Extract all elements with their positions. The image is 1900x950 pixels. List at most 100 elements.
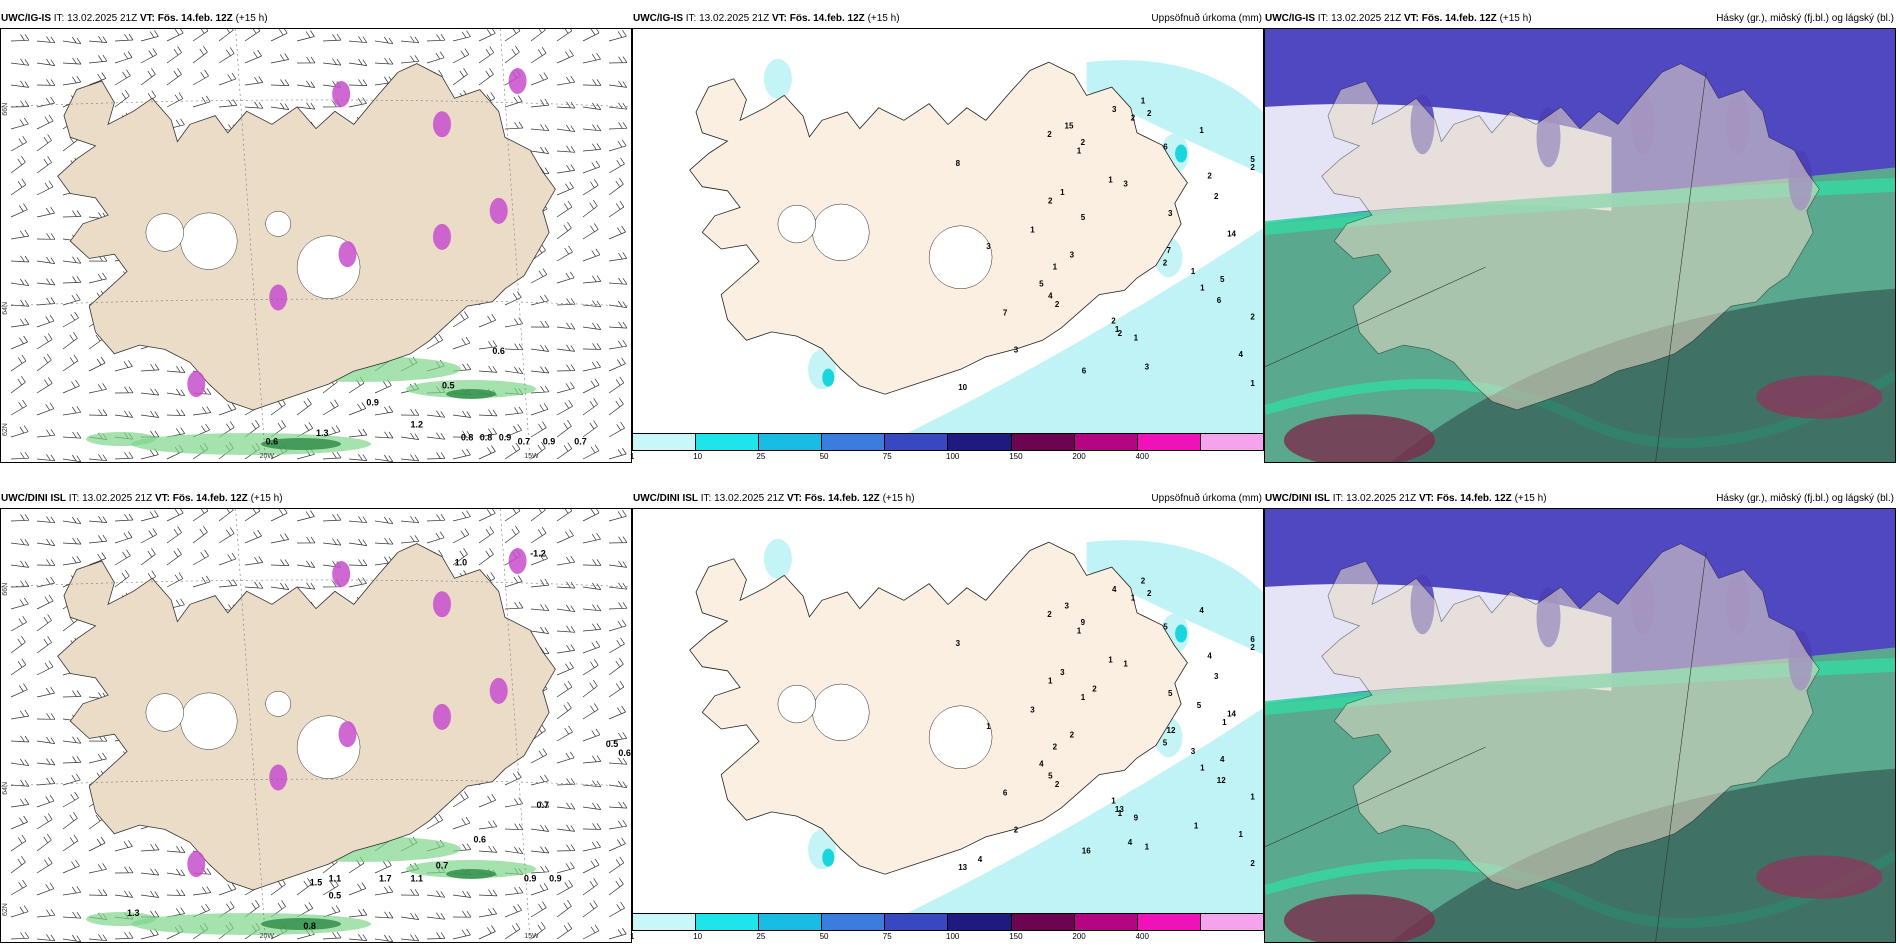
- wind-barb: [36, 454, 56, 462]
- wind-barb: [166, 509, 184, 522]
- wind-barb: [530, 385, 550, 394]
- wind-barb: [426, 514, 446, 522]
- wind-barb: [36, 794, 55, 808]
- low-cloud: [1391, 768, 1895, 942]
- wind-barb: [582, 659, 599, 676]
- wind-barb: [426, 34, 446, 42]
- wind-barb: [530, 268, 548, 284]
- wind-barb: [10, 399, 27, 416]
- wind-barb: [504, 525, 520, 544]
- precip-value-label: 4: [1048, 292, 1053, 301]
- wind-barb: [62, 311, 79, 328]
- wind-barb: [504, 442, 521, 460]
- wind-barb: [530, 320, 550, 328]
- wind-barb: [582, 509, 600, 522]
- heavy-precip: [332, 560, 351, 587]
- heavy-precip: [489, 677, 508, 704]
- heavy-precip: [269, 284, 288, 311]
- wind-barb: [608, 856, 625, 874]
- precip-value-label: 3: [1112, 105, 1117, 114]
- wind-barb: [114, 569, 130, 588]
- wind-barb: [62, 812, 78, 830]
- wind-barb: [608, 837, 626, 852]
- wind-barb: [530, 72, 549, 86]
- precip-area: [86, 432, 156, 446]
- wind-barb: [166, 68, 182, 86]
- wind-barb: [36, 429, 56, 438]
- wind-barb: [478, 409, 498, 417]
- lead-label: (+15 h): [1499, 13, 1532, 24]
- colorbar-tick-label: 100: [946, 452, 960, 461]
- precip-value-label: 4: [1220, 755, 1225, 764]
- colorbar-swatch: [759, 914, 823, 930]
- wind-barb: [244, 556, 264, 566]
- colorbar-labels: 1 10 25 50 75 100 150 200 400: [630, 452, 1264, 462]
- wind-barb: [88, 534, 108, 544]
- colorbar-tick-label: 50: [819, 932, 829, 941]
- colorbar-swatch: [1011, 914, 1075, 930]
- wind-barb: [504, 366, 524, 375]
- grid-line: [1655, 552, 1707, 942]
- wind-barb: [452, 410, 472, 418]
- wind-value-label: 1.3: [127, 908, 140, 918]
- wind-barb: [582, 559, 602, 566]
- wind-barb: [114, 866, 134, 874]
- wind-barb: [10, 597, 29, 610]
- wind-barb: [556, 824, 576, 832]
- wind-barb: [10, 658, 27, 676]
- precip-value-label: 3: [1168, 209, 1173, 218]
- precip-value-label: 1: [1191, 267, 1196, 276]
- wind-barb: [452, 816, 471, 830]
- wind-barb: [608, 80, 628, 88]
- wind-barb: [556, 164, 576, 174]
- wind-barb: [62, 911, 82, 919]
- wind-barb: [452, 68, 468, 86]
- precip-value-label: 6: [1163, 142, 1168, 151]
- heavy-precip: [508, 67, 527, 94]
- graticule: [1, 29, 631, 462]
- wind-barb: [608, 801, 628, 809]
- wind-barb: [608, 637, 625, 654]
- wind-barb: [62, 791, 79, 808]
- wind-barb: [608, 602, 628, 610]
- wind-barb: [10, 779, 30, 787]
- precip-value-label: 2: [1250, 643, 1255, 652]
- precip-value-label: 4: [1112, 585, 1117, 594]
- wind-barb: [582, 53, 601, 64]
- wind-barb: [608, 340, 628, 350]
- latitude-label: 62N: [2, 423, 9, 436]
- precip-value-label: 2: [1147, 589, 1152, 598]
- precip-value-label: 5: [1048, 772, 1053, 781]
- wind-barb: [582, 343, 602, 350]
- wind-barb: [452, 30, 471, 42]
- precip-value-label: 2: [1111, 317, 1116, 326]
- wind-barb: [36, 758, 56, 766]
- low-cloud: [1391, 288, 1895, 462]
- wind-barb: [62, 36, 82, 45]
- wind-barb: [62, 354, 79, 372]
- wind-barb: [348, 36, 368, 44]
- wind-barb: [608, 536, 628, 544]
- wind-barb: [556, 725, 573, 742]
- wind-barb: [556, 862, 575, 874]
- wind-barb: [530, 800, 550, 808]
- wind-barb: [608, 732, 628, 742]
- wind-barb: [62, 537, 82, 545]
- precip-value-label: 1: [1200, 283, 1205, 292]
- precip-value-label: 2: [1053, 743, 1058, 752]
- precip-area: [885, 708, 1263, 924]
- wind-barb: [556, 751, 575, 764]
- wind-barb: [530, 344, 550, 352]
- wind-barb: [10, 178, 27, 196]
- wind-barb: [62, 555, 82, 566]
- wind-barb: [244, 29, 261, 42]
- wind-value-label: 0.5: [606, 739, 619, 749]
- wind-barb: [426, 452, 446, 460]
- wind-barb: [218, 29, 234, 42]
- glacier: [145, 213, 184, 252]
- precip-core: [1175, 624, 1188, 643]
- precip-area: [763, 58, 792, 99]
- precip-value-label: 2: [1092, 685, 1097, 694]
- it-label: IT: 13.02.2025 21Z: [68, 493, 153, 504]
- precip-value-label: 5: [1163, 622, 1168, 631]
